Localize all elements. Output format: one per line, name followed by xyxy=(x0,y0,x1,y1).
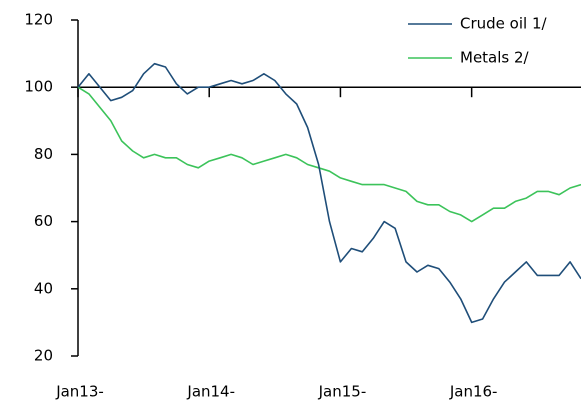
x-tick-label: Jan15- xyxy=(318,383,367,400)
y-tick-label: 60 xyxy=(34,212,53,230)
y-tick-label: 20 xyxy=(34,347,53,365)
y-tick-label: 100 xyxy=(24,78,53,96)
x-tick-label: Jan14- xyxy=(186,383,235,400)
x-tick-label: Jan16- xyxy=(449,383,498,400)
x-tick-label: Jan13- xyxy=(55,383,104,400)
y-tick-label: 80 xyxy=(34,145,53,163)
y-tick-label: 120 xyxy=(24,11,53,29)
series-line xyxy=(77,62,581,324)
y-tick-label: 40 xyxy=(34,279,53,297)
legend-label: Metals 2/ xyxy=(460,49,530,67)
series-line xyxy=(77,86,581,223)
legend-label: Crude oil 1/ xyxy=(460,15,547,33)
